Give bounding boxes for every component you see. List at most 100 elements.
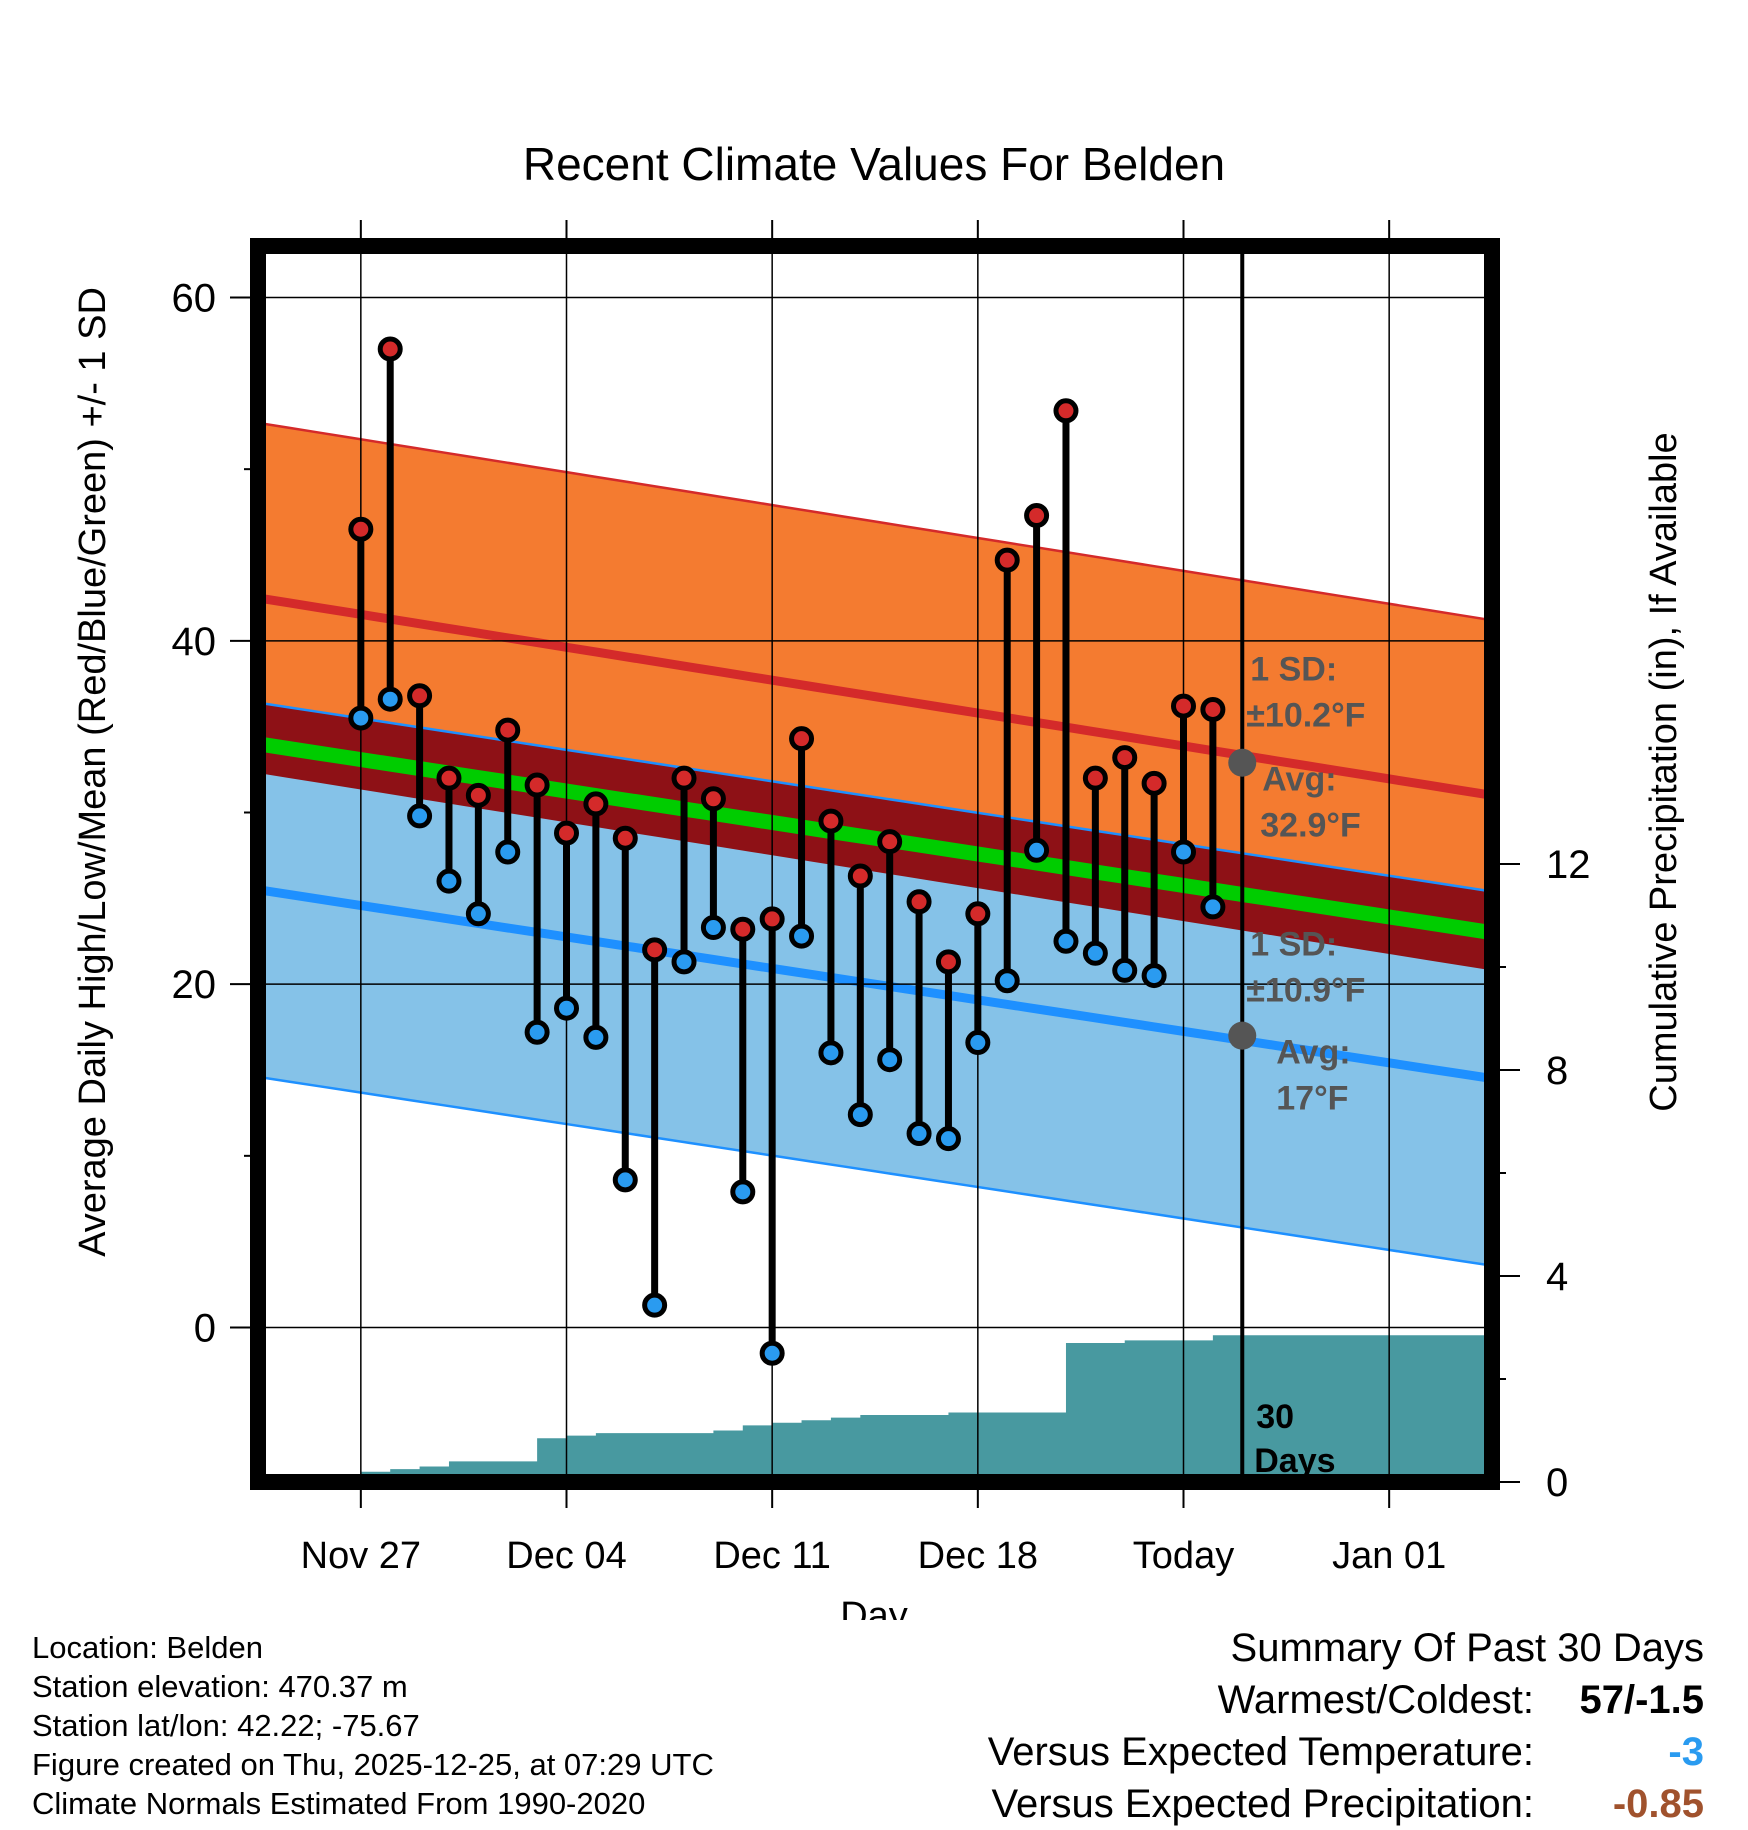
x-tick-label: Dec 18 [918,1535,1038,1577]
daily-high-point [847,863,873,889]
high-avg-label: Avg: [1262,761,1336,799]
y-axis-label: Average Daily High/Low/Mean (Red/Blue/Gr… [72,287,114,1257]
daily-low-point [1112,957,1138,983]
daily-high-point [965,901,991,927]
daily-low-point [1200,894,1226,920]
daily-high-point [407,683,433,709]
low-sd-value: ±10.9°F [1246,972,1365,1010]
x-tick-label: Dec 04 [506,1535,626,1577]
daily-low-point [1171,839,1196,865]
normal-high-line [258,593,1492,800]
daily-high-point [1200,697,1226,722]
daily-low-point [700,915,726,941]
daily-high-point [994,547,1020,573]
precip-anomaly-value: -0.85 [1612,1782,1704,1826]
created-text: Figure created on Thu, 2025-12-25, at 07… [32,1747,714,1782]
daily-high-point [1053,398,1079,424]
x-tick-label: Today [1133,1535,1234,1577]
high-avg-marker [1228,748,1257,777]
daily-high-point [906,889,932,915]
days-word: Days [1254,1442,1335,1480]
daily-low-point [759,1340,785,1366]
daily-high-point [877,829,903,855]
daily-high-point [700,786,726,812]
daily-low-point [965,1030,991,1056]
daily-high-point [789,726,815,752]
daily-low-point [642,1292,668,1318]
y2-tick-label: 4 [1546,1255,1568,1299]
x-tick-label: Dec 11 [713,1535,831,1577]
low-sd-upper-line [258,701,1492,893]
daily-high-point [554,820,579,846]
daily-high-point [436,765,462,791]
precip-anomaly-label: Versus Expected Precipitation: [991,1782,1534,1826]
daily-high-point [818,808,844,834]
location-text: Location: Belden [32,1630,263,1665]
y-tick-label: 0 [194,1307,216,1351]
plot-area: 1 SD: ±10.2°F Avg: 32.9°F 1 SD: ±10.9°F Avg: 17… [258,246,1492,1482]
summary-heading: Summary Of Past 30 Days [1230,1626,1704,1670]
daily-low-point [671,949,697,975]
daily-low-point [495,839,521,865]
daily-low-point [524,1019,550,1045]
daily-high-point [935,949,961,975]
daily-low-point [612,1167,638,1193]
daily-high-point [1112,745,1138,771]
daily-low-point [906,1121,932,1147]
y2-tick-label: 12 [1546,843,1591,887]
daily-low-point [789,923,815,949]
daily-low-point [583,1024,609,1050]
chart-title: Recent Climate Values For Belden [523,138,1225,190]
high-sd-upper-line [258,421,1492,622]
daily-high-point [642,937,668,963]
y-tick-label: 40 [172,620,217,664]
daily-low-point [1024,837,1050,863]
daily-low-point [935,1126,961,1152]
daily-low-point [436,868,462,894]
daily-high-point [583,791,609,817]
low-avg-marker [1228,1021,1257,1050]
daily-high-point [759,906,785,932]
daily-low-point [554,995,579,1021]
daily-low-point [1053,928,1079,954]
x-axis-label: Day [840,1595,908,1620]
daily-high-point [495,717,521,743]
y2-tick-label: 8 [1546,1049,1568,1093]
daily-high-point [1171,693,1196,719]
daily-low-point [818,1040,844,1066]
low-avg-label: Avg: [1276,1034,1350,1072]
low-avg-value: 17°F [1276,1080,1348,1118]
warmest-value: 57/-1.5 [1579,1678,1704,1722]
normal-mean-line [258,736,1492,941]
daily-high-point [465,782,491,808]
high-sd-value: ±10.2°F [1246,697,1365,735]
daily-low-point [994,968,1020,994]
daily-low-point [348,705,374,731]
daily-low-point [407,803,433,829]
high-sd-label: 1 SD: [1250,651,1337,689]
daily-high-point [377,336,403,362]
temp-anomaly-value: -3 [1668,1730,1704,1774]
summary-warmest-row: Warmest/Coldest: 57/-1.5 [988,1674,1704,1726]
x-tick-label: Nov 27 [301,1535,421,1577]
daily-high-point [1141,770,1167,796]
high-avg-value: 32.9°F [1260,807,1361,845]
summary-precip-row: Versus Expected Precipitation: -0.85 [988,1778,1704,1830]
daily-high-point [524,772,550,798]
days-number: 30 [1256,1398,1294,1436]
daily-low-point [1082,940,1108,966]
daily-low-point [730,1179,756,1205]
warmest-label: Warmest/Coldest: [1217,1678,1534,1722]
y-tick-label: 60 [172,277,217,321]
temp-anomaly-label: Versus Expected Temperature: [987,1730,1534,1774]
summary-temp-row: Versus Expected Temperature: -3 [988,1726,1704,1778]
low-sd-lower-line [258,1075,1492,1267]
y2-axis-label: Cumulative Precipitation (in), If Availa… [1643,432,1685,1111]
daily-low-point [877,1047,903,1073]
daily-low-point [465,901,491,927]
daily-low-point [1141,963,1167,989]
station-info: Location: Belden Station elevation: 470.… [32,1628,714,1823]
normals-text: Climate Normals Estimated From 1990-2020 [32,1786,646,1821]
daily-high-point [1082,765,1108,791]
climate-chart: Recent Climate Values For Belden 1 SD: ±1… [72,138,1685,1620]
